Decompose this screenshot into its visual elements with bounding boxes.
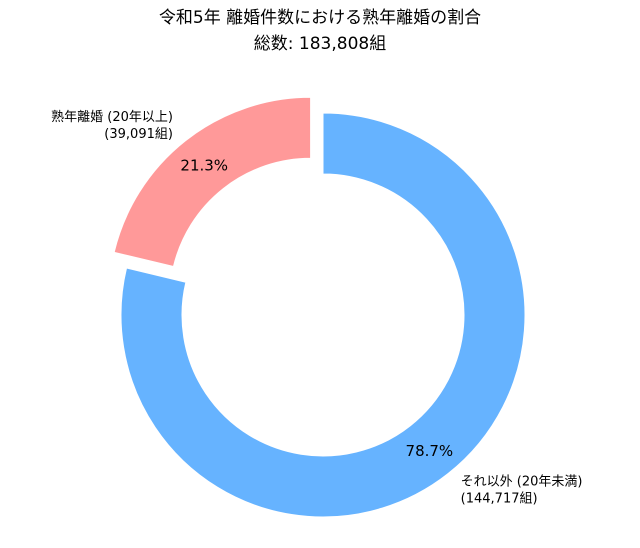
slice-count-label: (144,717組) [461,491,538,506]
slice-percent-label: 21.3% [180,157,228,175]
slice-percent-label: 78.7% [406,442,454,460]
slice-1 [120,112,526,518]
slice-0 [113,96,312,268]
slice-name-label: 熟年離婚 (20年以上) [51,109,173,125]
chart-title: 令和5年 離婚件数における熟年離婚の割合 [159,7,481,28]
slice-name-label: それ以外 (20年未満) [461,474,583,489]
chart-subtitle: 総数: 183,808組 [254,34,386,54]
slice-count-label: (39,091組) [104,127,173,142]
